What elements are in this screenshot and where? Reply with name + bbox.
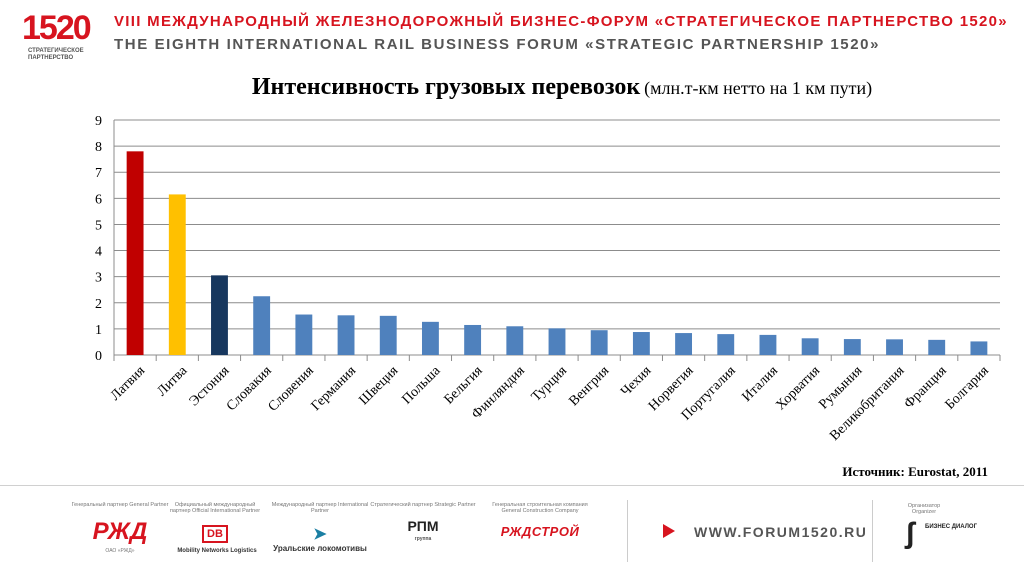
bar xyxy=(632,332,650,355)
y-tick-label: 1 xyxy=(95,323,102,338)
x-tick-label: Хорватия xyxy=(773,363,823,413)
bar xyxy=(126,151,144,355)
partner-sub: ОАО «РЖД» xyxy=(105,548,135,554)
bar xyxy=(211,275,228,355)
bar xyxy=(295,314,313,355)
partner-international[interactable]: Международный партнер International Part… xyxy=(270,502,370,553)
bar xyxy=(928,339,946,355)
x-tick-label: Великобритания xyxy=(827,363,908,444)
partner-strategic[interactable]: Стратегический партнер Strategic Partner… xyxy=(368,502,478,542)
bar xyxy=(421,321,439,355)
partner-caption: Официальный международный партнер Offici… xyxy=(169,502,261,514)
db-logo: DB xyxy=(202,525,228,543)
x-tick-label: Чехия xyxy=(618,363,655,400)
partner-general[interactable]: Генеральный партнер General Partner РЖД … xyxy=(70,502,170,554)
bar xyxy=(337,315,355,355)
x-tick-label: Венгрия xyxy=(566,363,612,409)
bar xyxy=(970,341,988,355)
chart-title-unit: (млн.т-км нетто на 1 км пути) xyxy=(644,78,873,98)
y-tick-label: 8 xyxy=(95,140,102,155)
bar xyxy=(253,296,271,355)
partner-caption: Международный партнер International Part… xyxy=(271,502,369,514)
forum-logo[interactable]: 1520 СТРАТЕГИЧЕСКОЕ ПАРТНЕРСТВО xyxy=(22,10,102,62)
x-tick-label: Франция xyxy=(902,363,951,412)
organizer-caption: Организатор Organizer xyxy=(907,503,941,515)
bar xyxy=(675,333,693,355)
bar xyxy=(759,334,777,355)
y-tick-label: 6 xyxy=(95,192,102,207)
x-tick-label: Польша xyxy=(399,363,444,408)
chart-title-main: Интенсивность грузовых перевозок xyxy=(251,74,641,100)
ural-locomotives-logo: Уральские локомотивы xyxy=(273,544,367,553)
bar xyxy=(506,326,524,355)
partner-sub: Mobility Networks Logistics xyxy=(177,548,257,555)
rzdstroy-logo: РЖДСТРОЙ xyxy=(500,524,580,539)
footer-divider xyxy=(627,500,628,562)
chart-source: Источник: Eurostat, 2011 xyxy=(842,464,988,479)
play-icon xyxy=(663,524,675,538)
x-tick-label: Швеция xyxy=(357,363,402,408)
rzd-logo: РЖД xyxy=(92,518,148,545)
bar xyxy=(168,194,186,355)
x-tick-label: Болгария xyxy=(943,363,993,413)
logo-number: 1520 xyxy=(22,9,92,47)
bar xyxy=(464,324,482,355)
bar xyxy=(590,330,608,355)
y-tick-label: 4 xyxy=(95,245,102,260)
footer xyxy=(0,485,1024,577)
y-tick-label: 9 xyxy=(95,114,102,129)
bar xyxy=(843,339,861,355)
website-link[interactable]: WWW.FORUM1520.RU xyxy=(694,524,868,540)
forum-title-ru: VIII МЕЖДУНАРОДНЫЙ ЖЕЛЕЗНОДОРОЖНЫЙ БИЗНЕ… xyxy=(114,13,1008,30)
organizer-icon: ʃ xyxy=(905,517,915,550)
partner-international-official[interactable]: Официальный международный партнер Offici… xyxy=(165,502,265,561)
bar xyxy=(717,334,735,355)
bar xyxy=(801,338,819,355)
partner-caption: Стратегический партнер Strategic Partner xyxy=(370,502,476,508)
organizer-name: БИЗНЕС ДИАЛОГ xyxy=(925,524,977,530)
chart-title: Интенсивность грузовых перевозок (млн.т-… xyxy=(0,74,1024,101)
partner-sub: группа xyxy=(414,536,432,542)
bar xyxy=(379,315,397,355)
y-tick-label: 2 xyxy=(95,297,102,312)
y-tick-label: 3 xyxy=(95,271,102,286)
y-tick-label: 0 xyxy=(95,349,102,364)
x-tick-label: Литва xyxy=(154,363,190,399)
footer-divider xyxy=(872,500,873,562)
partner-caption: Генеральная строительная компания Genera… xyxy=(492,502,588,514)
header: 1520 СТРАТЕГИЧЕСКОЕ ПАРТНЕРСТВО VIII МЕЖ… xyxy=(0,0,1024,64)
x-tick-label: Словения xyxy=(266,363,318,415)
rpm-logo: РПМ xyxy=(407,518,439,534)
ural-locomotives-icon: ➤ xyxy=(313,526,327,543)
forum-title-en: THE EIGHTH INTERNATIONAL RAIL BUSINESS F… xyxy=(114,36,881,53)
y-tick-label: 5 xyxy=(95,218,102,233)
x-tick-label: Турция xyxy=(529,363,571,405)
bar xyxy=(886,339,903,355)
x-tick-label: Латвия xyxy=(108,363,149,404)
logo-subtitle: СТРАТЕГИЧЕСКОЕ ПАРТНЕРСТВО xyxy=(28,48,84,61)
x-tick-label: Германия xyxy=(309,363,360,414)
x-tick-label: Италия xyxy=(740,363,782,405)
partner-construction[interactable]: Генеральная строительная компания Genera… xyxy=(485,502,595,539)
y-tick-label: 7 xyxy=(95,166,102,181)
partner-caption: Генеральный партнер General Partner xyxy=(71,502,169,508)
bar xyxy=(548,328,566,355)
